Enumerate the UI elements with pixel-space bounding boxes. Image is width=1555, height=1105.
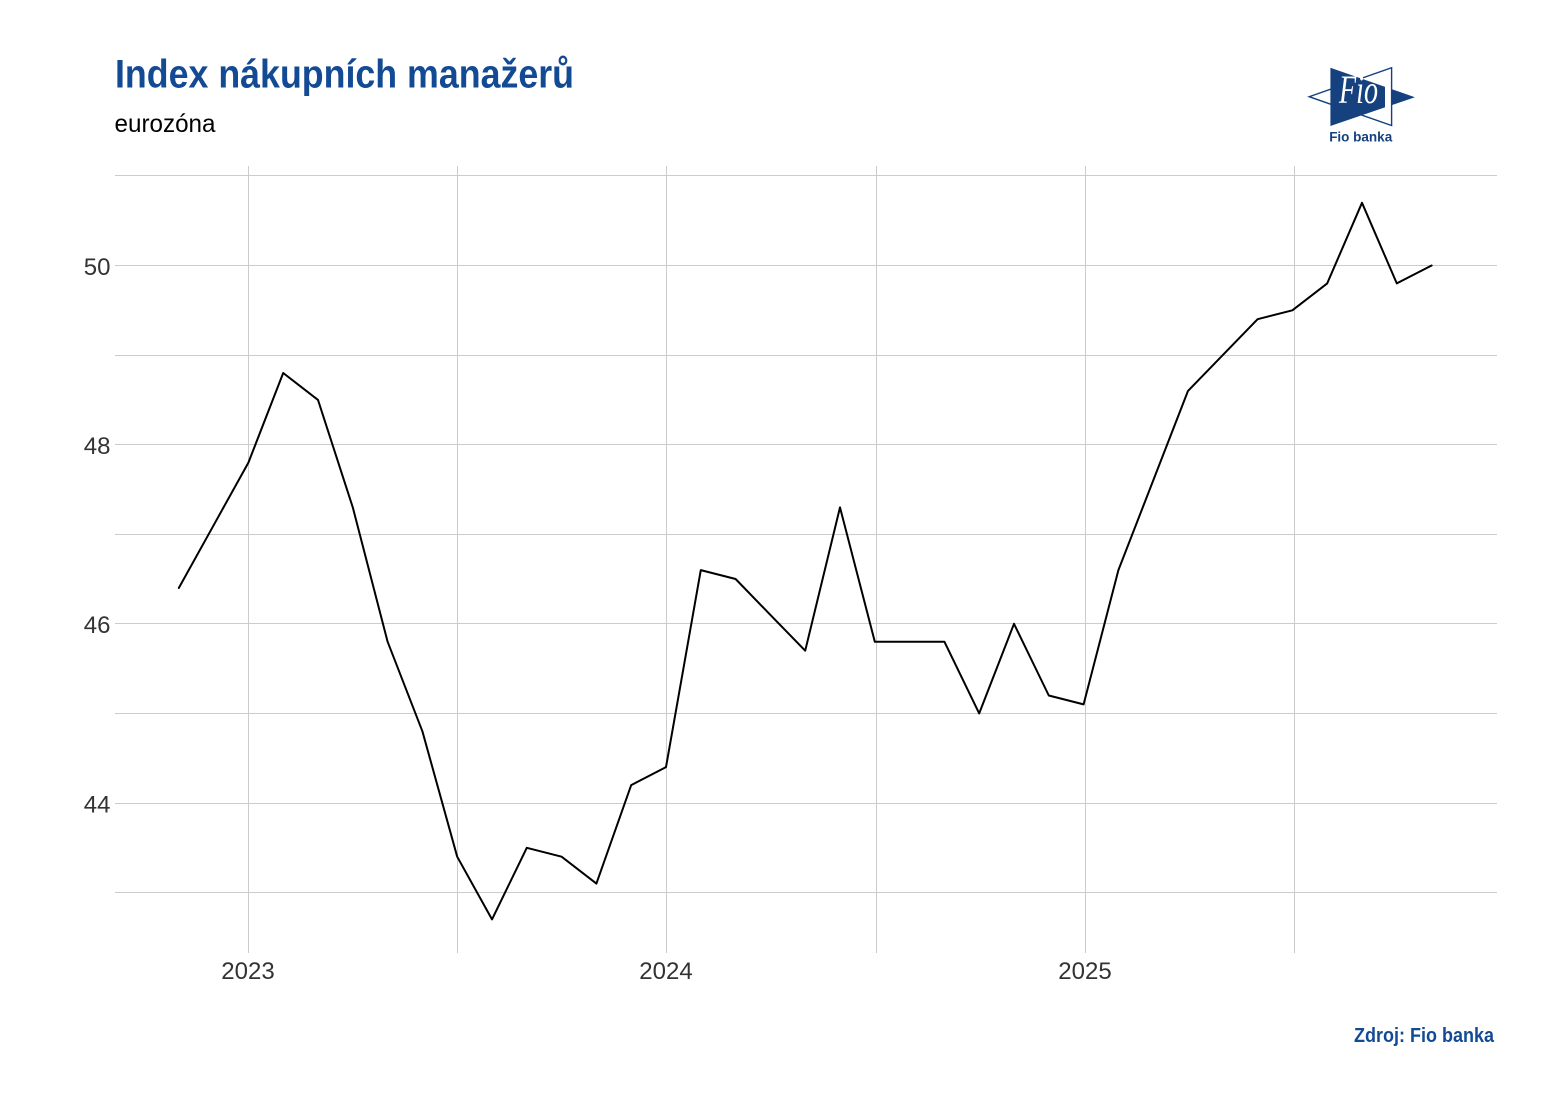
svg-text:50: 50 (84, 254, 111, 281)
svg-text:46: 46 (84, 612, 111, 639)
svg-text:48: 48 (84, 433, 111, 460)
svg-text:2023: 2023 (221, 958, 274, 985)
svg-text:2025: 2025 (1058, 958, 1111, 985)
svg-text:44: 44 (84, 791, 111, 818)
svg-text:Zdroj: Fio banka: Zdroj: Fio banka (1354, 1025, 1495, 1047)
svg-text:eurozóna: eurozóna (115, 110, 216, 138)
svg-text:Index nákupních manažerů: Index nákupních manažerů (115, 53, 574, 97)
svg-text:Fio banka: Fio banka (1329, 130, 1393, 145)
svg-text:2024: 2024 (639, 958, 692, 985)
svg-text:Fio: Fio (1338, 67, 1378, 112)
